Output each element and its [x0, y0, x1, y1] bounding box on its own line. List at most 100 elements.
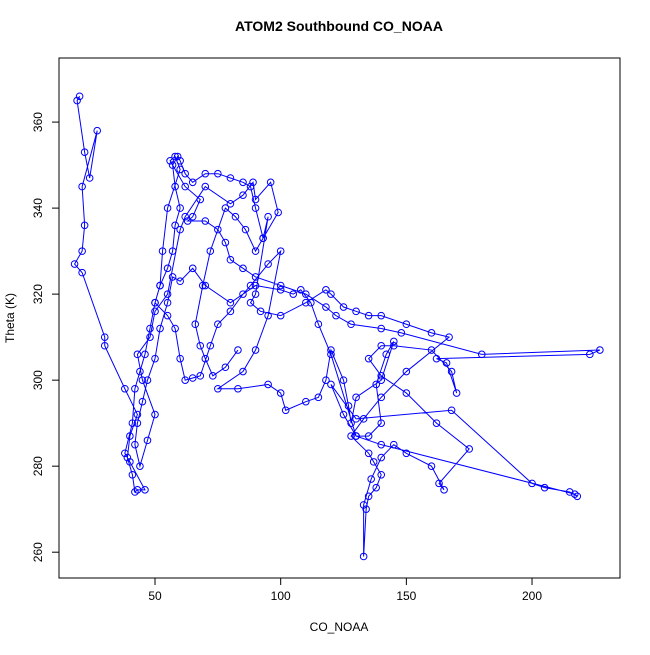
data-point	[442, 359, 451, 367]
y-tick-label: 360	[31, 112, 45, 132]
data-point	[201, 217, 210, 225]
data-point	[339, 376, 348, 384]
data-point	[168, 161, 177, 169]
data-point	[156, 324, 164, 333]
data-point	[121, 449, 129, 458]
data-point	[176, 225, 184, 234]
data-point	[377, 311, 386, 320]
data-point	[136, 462, 144, 470]
data-point	[389, 341, 398, 350]
data-point	[266, 178, 275, 187]
data-point	[173, 152, 182, 161]
x-tick-label: 150	[396, 589, 416, 603]
y-tick-label: 260	[31, 542, 45, 562]
y-tick-label: 280	[31, 456, 45, 476]
data-point	[540, 483, 549, 492]
data-point	[126, 458, 134, 466]
data-point	[347, 432, 355, 440]
y-tick-label: 300	[31, 370, 45, 390]
data-point	[586, 350, 594, 359]
data-point	[163, 298, 172, 307]
data-point	[168, 273, 177, 281]
data-point	[246, 298, 255, 307]
data-point	[128, 470, 137, 479]
data-point	[196, 372, 205, 380]
data-point	[432, 354, 441, 363]
data-point	[397, 329, 406, 337]
data-point	[206, 341, 215, 350]
data-point	[276, 311, 285, 320]
data-point	[377, 376, 386, 384]
data-point	[239, 290, 247, 298]
data-point	[322, 286, 330, 294]
data-point	[251, 204, 260, 212]
data-point	[402, 389, 411, 397]
data-point	[181, 182, 189, 191]
data-point	[231, 212, 240, 221]
data-point	[377, 470, 386, 479]
data-point	[176, 204, 184, 212]
data-point	[302, 298, 310, 307]
data-point	[214, 384, 222, 393]
data-point	[80, 148, 89, 156]
data-point	[75, 92, 84, 101]
data-point	[296, 286, 305, 294]
data-point	[201, 281, 210, 290]
data-point	[369, 458, 378, 466]
data-point	[359, 415, 368, 423]
data-point	[362, 505, 370, 513]
data-point	[191, 320, 200, 329]
data-point	[151, 410, 159, 419]
data-point	[427, 329, 436, 337]
data-point	[302, 397, 310, 406]
data-point	[427, 462, 436, 470]
data-point	[327, 290, 335, 298]
data-point	[226, 298, 235, 307]
data-point	[389, 440, 398, 449]
data-point	[251, 290, 260, 298]
data-point	[121, 384, 129, 393]
data-point	[126, 432, 134, 440]
data-point	[465, 445, 473, 453]
data-point	[151, 298, 159, 307]
data-point	[146, 333, 154, 341]
data-point	[364, 492, 373, 501]
data-point	[264, 311, 272, 320]
data-point	[327, 350, 335, 359]
data-point	[264, 260, 272, 268]
data-point	[477, 350, 486, 359]
data-point	[427, 346, 436, 354]
data-point	[100, 341, 109, 350]
data-point	[131, 384, 139, 393]
data-point	[176, 277, 184, 286]
data-point	[183, 217, 192, 225]
data-point	[176, 354, 184, 363]
y-axis-label: Theta (K)	[3, 293, 17, 343]
data-point	[402, 367, 411, 376]
data-point	[163, 264, 172, 273]
data-point	[171, 324, 179, 333]
data-point	[196, 195, 205, 204]
data-point	[264, 380, 272, 389]
data-point	[141, 486, 149, 494]
data-point	[347, 320, 355, 329]
data-point	[344, 402, 353, 410]
data-point	[440, 486, 448, 494]
data-point	[214, 225, 222, 234]
data-point	[226, 200, 235, 208]
data-point	[377, 393, 386, 402]
data-point	[201, 169, 210, 178]
data-point	[78, 182, 86, 191]
data-point	[249, 178, 257, 187]
data-point	[221, 204, 230, 212]
data-point	[596, 346, 604, 354]
data-point	[93, 126, 102, 135]
y-tick-label: 340	[31, 198, 45, 218]
data-point	[158, 247, 167, 255]
data-point	[214, 320, 222, 329]
data-point	[339, 410, 348, 419]
data-point	[176, 165, 184, 174]
data-point	[226, 174, 235, 182]
plot-frame	[58, 57, 621, 579]
data-point	[246, 182, 255, 191]
